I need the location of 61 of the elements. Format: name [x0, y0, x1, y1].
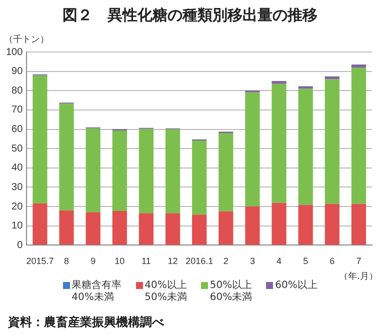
bar [245, 92, 260, 206]
bar [351, 204, 366, 245]
bar [324, 204, 340, 245]
x-tick-label: 12 [168, 256, 178, 266]
bar [245, 206, 260, 245]
y-tick-label: 30 [12, 182, 24, 193]
text: 資料：農畜産業振興機構調べ [7, 314, 165, 331]
bar [165, 129, 180, 214]
bar [165, 213, 180, 245]
x-tick-label: 7 [356, 256, 362, 266]
legend-label: 果糖含有率 40%未満 [72, 280, 122, 304]
bar [138, 128, 154, 214]
bar [272, 80, 286, 84]
chart-title: 図２ 異性化糖の種類別移出量の推移 [62, 5, 318, 26]
y-tick-label: 10 [12, 220, 24, 232]
bar [112, 130, 127, 212]
bar [112, 211, 127, 245]
x-axis-title: （年.月） [339, 270, 378, 282]
bar [218, 132, 234, 212]
bar [192, 140, 207, 215]
bar [298, 204, 313, 245]
y-tick-label: 80 [12, 85, 24, 96]
y-tick-label: 70 [12, 104, 24, 116]
x-tick-label: 5 [303, 256, 308, 266]
x-tick-label: 2016.1 [186, 256, 214, 266]
legend-label: 40%以上 50%未満 [144, 280, 187, 304]
x-tick-label: 9 [90, 256, 96, 266]
bar [298, 88, 313, 205]
y-tick-label: 40 [12, 162, 24, 174]
legend-label: 60%以上 [275, 280, 318, 292]
bar [59, 210, 74, 245]
bar [298, 86, 313, 89]
bar [324, 79, 340, 204]
y-axis-title: （千トン） [4, 34, 49, 45]
x-tick-label: 10 [114, 256, 125, 266]
bar [138, 213, 154, 245]
bar [59, 104, 74, 210]
y-tick-label: 50 [12, 143, 24, 154]
x-tick-label: 2015.7 [26, 256, 54, 266]
y-tick-label: 0 [17, 240, 24, 251]
x-tick-label: 11 [142, 256, 151, 266]
y-tick-label: 90 [12, 66, 24, 78]
x-tick-label: 3 [250, 256, 255, 266]
bar [351, 64, 366, 68]
legend-label: 50%以上 60%未満 [210, 280, 252, 304]
bar [32, 203, 48, 245]
bar [218, 211, 234, 245]
x-tick-label: 2 [223, 256, 228, 266]
bar [86, 212, 100, 245]
bar [351, 67, 366, 204]
bar [272, 202, 286, 245]
bar [272, 84, 286, 203]
x-tick-label: 4 [276, 256, 282, 266]
bar [86, 128, 100, 212]
y-tick-label: 100 [6, 46, 24, 58]
y-tick-label: 60 [12, 124, 24, 136]
y-tick-label: 20 [12, 201, 24, 212]
x-tick-label: 6 [330, 256, 335, 266]
bar [32, 75, 48, 204]
x-tick-label: 8 [64, 256, 70, 266]
bar [192, 214, 207, 245]
